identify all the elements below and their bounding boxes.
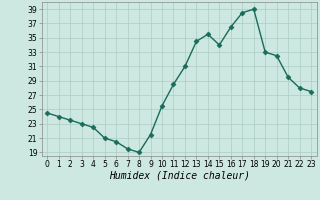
X-axis label: Humidex (Indice chaleur): Humidex (Indice chaleur): [109, 171, 250, 181]
